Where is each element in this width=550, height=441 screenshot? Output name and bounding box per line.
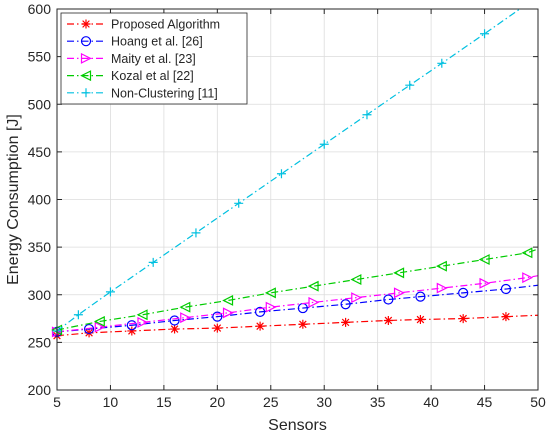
data-point xyxy=(254,306,266,317)
data-point xyxy=(500,283,512,295)
legend-label: Hoang et al. [26] xyxy=(111,35,203,49)
data-point xyxy=(179,301,191,313)
series-4 xyxy=(52,8,521,336)
data-point xyxy=(521,247,533,259)
ticks: 5 10 15 20 25 30 35 40 45 50 200 250 300 350 400 450 500… xyxy=(28,1,546,410)
data-point xyxy=(222,294,234,306)
legend-marker xyxy=(80,52,92,64)
series-line xyxy=(56,284,539,333)
data-point xyxy=(136,309,148,321)
data-point xyxy=(264,287,276,299)
data-point xyxy=(126,320,137,331)
data-point xyxy=(212,311,223,322)
data-point xyxy=(84,328,94,338)
x-tick-label: 15 xyxy=(156,394,172,410)
data-point xyxy=(437,58,447,68)
data-point xyxy=(458,314,468,324)
data-point xyxy=(298,319,308,329)
data-point xyxy=(436,282,448,294)
x-tick-label: 40 xyxy=(423,394,439,410)
data-point xyxy=(137,316,149,328)
x-tick-label: 30 xyxy=(316,394,332,410)
data-point xyxy=(435,260,447,272)
x-tick-label: 20 xyxy=(210,394,226,410)
data-point xyxy=(341,317,351,327)
data-point xyxy=(93,315,105,327)
y-axis-label: Energy Consumption [J] xyxy=(5,114,22,285)
data-point xyxy=(191,228,201,238)
x-axis-label: Sensors xyxy=(268,417,327,434)
x-tick-label: 5 xyxy=(53,394,61,410)
data-point xyxy=(415,315,425,325)
y-tick-label: 250 xyxy=(28,334,52,350)
data-point xyxy=(308,296,320,308)
data-point xyxy=(479,277,491,289)
data-point xyxy=(501,312,511,322)
legend: Proposed Algorithm Hoang et al. [26] Maity… xyxy=(60,12,248,105)
data-point xyxy=(105,287,115,297)
legend-label: Maity et al. [23] xyxy=(111,52,196,66)
y-tick-label: 300 xyxy=(28,287,52,303)
data-point xyxy=(73,310,83,320)
data-point xyxy=(458,287,469,298)
y-tick-label: 200 xyxy=(28,382,52,398)
x-tick-label: 50 xyxy=(530,394,546,410)
data-point xyxy=(362,110,372,120)
x-tick-label: 35 xyxy=(370,394,386,410)
data-point xyxy=(234,198,244,208)
y-tick-label: 400 xyxy=(28,192,52,208)
data-point xyxy=(383,315,393,325)
data-point xyxy=(480,29,490,39)
data-point xyxy=(307,280,319,292)
data-point xyxy=(415,291,426,302)
legend-marker xyxy=(80,36,92,47)
legend-label: Non-Clustering [11] xyxy=(111,86,218,100)
legend-marker xyxy=(80,70,92,82)
data-point xyxy=(522,272,534,284)
legend-item: Hoang et al. [26] xyxy=(67,35,203,49)
y-tick-label: 600 xyxy=(28,1,52,17)
data-point xyxy=(180,312,192,324)
data-point xyxy=(169,315,180,326)
data-point xyxy=(340,299,351,310)
data-point xyxy=(405,80,415,90)
legend-item: Non-Clustering [11] xyxy=(67,86,218,100)
data-point xyxy=(351,292,363,304)
data-point xyxy=(255,321,265,331)
data-point xyxy=(276,169,286,179)
data-point xyxy=(170,324,180,334)
y-tick-label: 550 xyxy=(28,49,52,65)
data-point xyxy=(350,274,362,285)
legend-label: Proposed Algorithm xyxy=(111,18,220,32)
data-point xyxy=(148,257,158,267)
legend-item: Kozal et al [22] xyxy=(67,69,194,83)
y-tick-label: 450 xyxy=(28,144,52,160)
data-point xyxy=(94,321,106,333)
y-tick-label: 500 xyxy=(28,96,52,112)
legend-item: Maity et al. [23] xyxy=(67,52,196,66)
x-tick-label: 10 xyxy=(103,394,119,410)
legend-item: Proposed Algorithm xyxy=(67,18,220,32)
data-point xyxy=(127,326,137,336)
y-tick-label: 350 xyxy=(28,239,52,255)
data-point xyxy=(393,287,405,299)
data-point xyxy=(393,267,405,279)
data-point xyxy=(83,323,95,335)
data-point xyxy=(478,254,490,265)
legend-marker xyxy=(81,19,91,29)
data-point xyxy=(319,139,329,149)
data-point xyxy=(265,301,277,313)
legend-marker xyxy=(81,88,91,98)
data-point xyxy=(383,294,394,305)
x-tick-label: 25 xyxy=(263,394,279,410)
legend-label: Kozal et al [22] xyxy=(111,69,194,83)
data-point xyxy=(222,307,234,319)
x-tick-label: 45 xyxy=(477,394,493,410)
data-point xyxy=(212,323,222,333)
